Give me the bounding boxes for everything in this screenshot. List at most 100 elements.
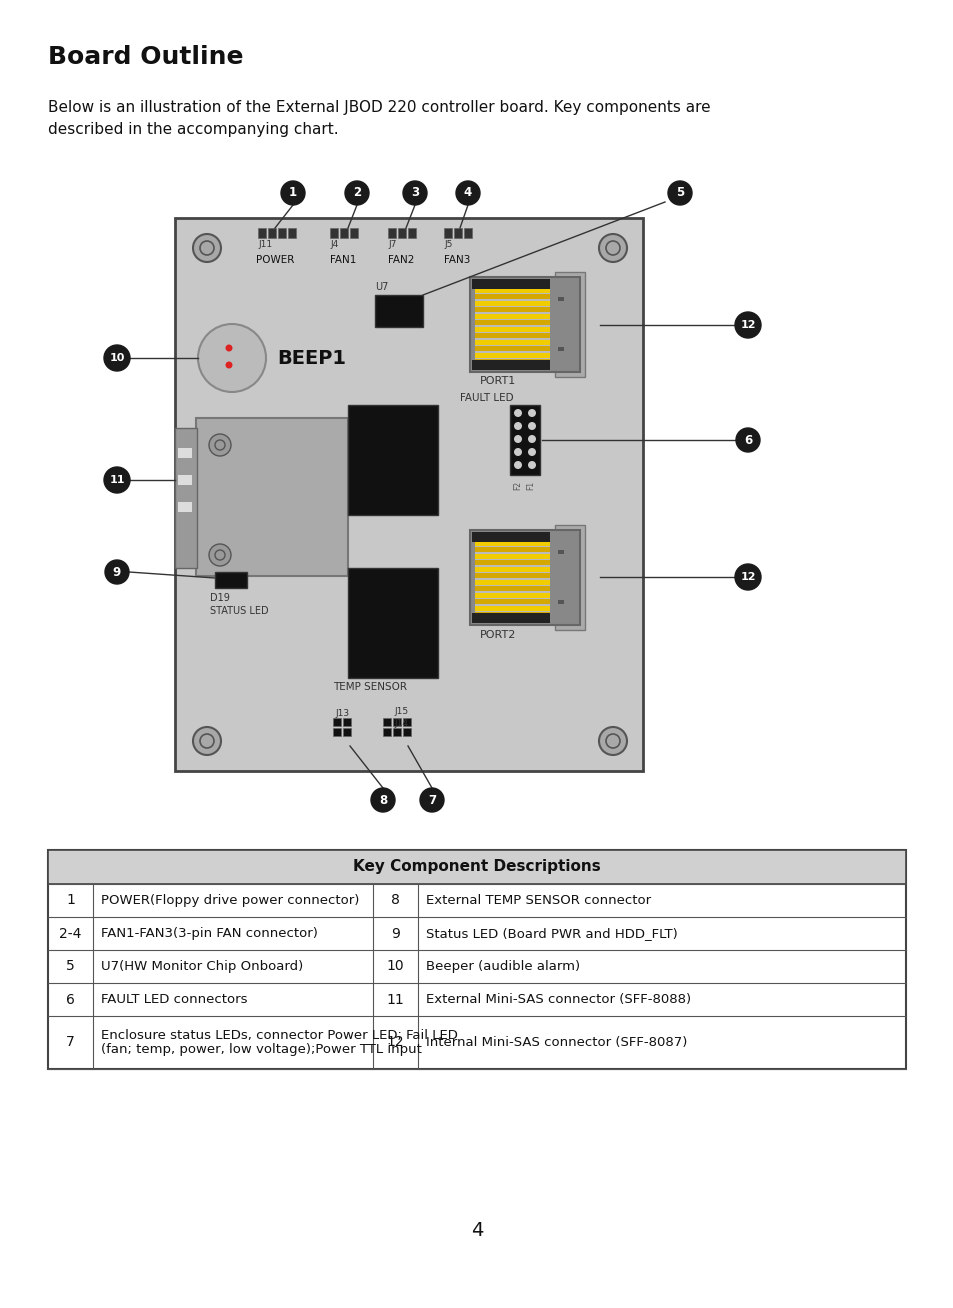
Circle shape — [598, 234, 626, 262]
Bar — [475, 294, 550, 300]
Bar — [393, 718, 400, 726]
Bar — [475, 334, 550, 337]
Bar — [454, 228, 461, 238]
Bar — [375, 296, 422, 327]
Bar — [382, 729, 391, 736]
Text: Below is an illustration of the External JBOD 220 controller board. Key componen: Below is an illustration of the External… — [48, 99, 710, 137]
Text: 3: 3 — [411, 187, 418, 200]
Bar — [48, 850, 905, 1069]
Bar — [178, 449, 192, 458]
Bar — [475, 281, 550, 286]
Text: 8: 8 — [378, 794, 387, 807]
Text: 6: 6 — [66, 993, 75, 1006]
Text: FAN3: FAN3 — [443, 255, 470, 266]
Text: 5: 5 — [675, 187, 683, 200]
Bar — [277, 228, 286, 238]
Bar — [475, 288, 550, 293]
Bar — [475, 347, 550, 351]
Circle shape — [514, 449, 521, 456]
Text: BEEP1: BEEP1 — [276, 348, 346, 368]
Bar — [475, 560, 550, 565]
Circle shape — [514, 422, 521, 430]
Bar — [393, 729, 400, 736]
Bar — [475, 307, 550, 313]
Bar — [475, 586, 550, 591]
Text: FAN1-FAN3(3-pin FAN connector): FAN1-FAN3(3-pin FAN connector) — [101, 927, 317, 940]
Text: 8: 8 — [391, 893, 399, 908]
Bar — [343, 718, 351, 726]
Bar — [402, 718, 411, 726]
Text: J14: J14 — [394, 719, 408, 729]
Bar — [555, 525, 584, 630]
Bar — [463, 228, 472, 238]
Bar — [408, 228, 416, 238]
Text: Status LED (Board PWR and HDD_FLT): Status LED (Board PWR and HDD_FLT) — [426, 927, 677, 940]
Circle shape — [514, 436, 521, 443]
Circle shape — [105, 560, 129, 583]
Circle shape — [209, 434, 231, 456]
Text: Key Component Descriptions: Key Component Descriptions — [353, 859, 600, 875]
Circle shape — [281, 181, 305, 205]
Bar — [555, 272, 584, 377]
Text: 1: 1 — [289, 187, 296, 200]
Text: FAN1: FAN1 — [330, 255, 355, 266]
Text: FAULT LED connectors: FAULT LED connectors — [101, 993, 247, 1006]
Bar — [558, 600, 563, 604]
Text: J11: J11 — [257, 239, 272, 249]
Circle shape — [527, 449, 536, 456]
Bar — [443, 228, 452, 238]
Circle shape — [735, 428, 760, 453]
Text: 12: 12 — [740, 320, 755, 330]
Bar — [333, 729, 340, 736]
Bar — [558, 549, 563, 555]
Bar — [475, 573, 550, 578]
Bar — [475, 352, 550, 357]
Bar — [178, 502, 192, 511]
Text: PORT1: PORT1 — [479, 375, 516, 386]
Bar — [470, 277, 579, 371]
Text: 12: 12 — [386, 1036, 404, 1049]
Text: 11: 11 — [386, 993, 404, 1006]
Text: Board Outline: Board Outline — [48, 44, 243, 69]
Bar — [475, 340, 550, 344]
Bar — [288, 228, 295, 238]
Text: 7: 7 — [66, 1036, 74, 1049]
Bar — [475, 314, 550, 319]
Text: 9: 9 — [112, 565, 121, 578]
Bar — [178, 475, 192, 485]
Bar — [333, 718, 340, 726]
Bar — [339, 228, 348, 238]
Text: J13: J13 — [335, 709, 350, 718]
Text: 6: 6 — [743, 433, 751, 446]
Bar — [475, 534, 550, 539]
Text: External TEMP SENSOR connector: External TEMP SENSOR connector — [426, 893, 651, 906]
Bar — [475, 532, 550, 621]
Text: 9: 9 — [391, 926, 399, 940]
Bar — [475, 320, 550, 324]
Circle shape — [734, 313, 760, 337]
Bar — [475, 547, 550, 552]
Text: POWER(Floppy drive power connector): POWER(Floppy drive power connector) — [101, 893, 359, 906]
Text: 2-4: 2-4 — [59, 926, 82, 940]
Text: POWER: POWER — [255, 255, 294, 266]
Circle shape — [456, 181, 479, 205]
Bar — [472, 532, 550, 542]
Text: U7: U7 — [375, 283, 388, 292]
Text: 11: 11 — [110, 475, 125, 485]
Text: FAN2: FAN2 — [388, 255, 414, 266]
Text: D19
STATUS LED: D19 STATUS LED — [210, 593, 269, 616]
Bar — [510, 405, 539, 475]
Bar — [257, 228, 266, 238]
Text: TEMP SENSOR: TEMP SENSOR — [333, 681, 407, 692]
Circle shape — [514, 460, 521, 470]
Bar — [475, 280, 550, 368]
Text: External Mini-SAS connector (SFF-8088): External Mini-SAS connector (SFF-8088) — [426, 993, 690, 1006]
Text: Internal Mini-SAS connector (SFF-8087): Internal Mini-SAS connector (SFF-8087) — [426, 1036, 687, 1049]
Bar — [348, 568, 437, 678]
Text: U7(HW Monitor Chip Onboard): U7(HW Monitor Chip Onboard) — [101, 960, 303, 973]
Bar — [343, 729, 351, 736]
Circle shape — [598, 727, 626, 755]
Bar — [475, 566, 550, 572]
Text: Beeper (audible alarm): Beeper (audible alarm) — [426, 960, 579, 973]
Text: 7: 7 — [428, 794, 436, 807]
